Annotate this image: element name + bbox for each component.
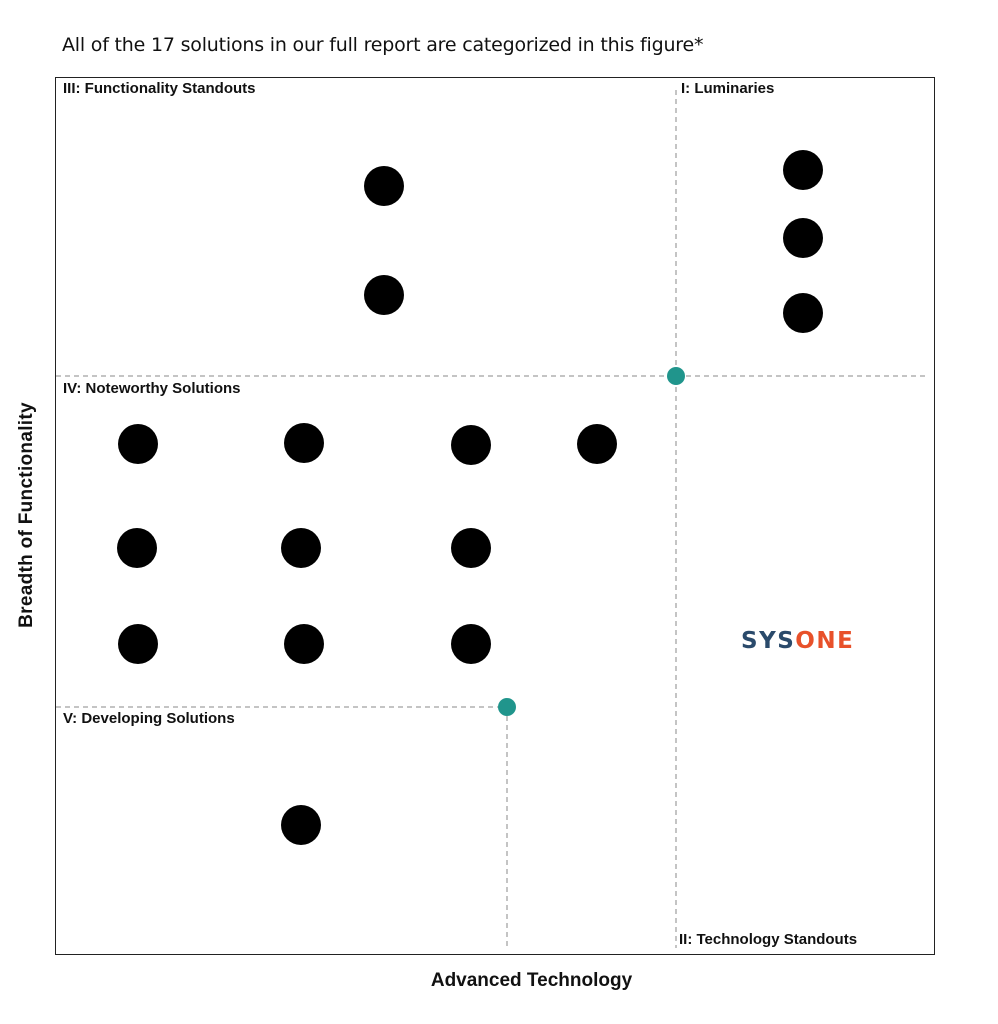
figure-caption: All of the 17 solutions in our full repo… [62,34,704,56]
solution-point-7 [284,423,324,463]
x-axis-label: Advanced Technology [430,970,633,991]
solution-point-13 [118,624,158,664]
solution-point-1 [364,166,404,206]
solution-point-14 [284,624,324,664]
sysone-logo: SYSONE [741,628,854,654]
solution-point-16 [281,805,321,845]
solution-point-15 [451,624,491,664]
logo-text-one: ONE [795,628,855,654]
y-axis-label: Breadth of Functionality [16,402,37,628]
solution-point-8 [451,425,491,465]
quadrant-label-noteworthy-solutions: IV: Noteworthy Solutions [63,380,241,397]
threshold-marker-1 [667,367,685,385]
solution-point-9 [577,424,617,464]
solution-point-12 [451,528,491,568]
solution-point-10 [117,528,157,568]
solution-point-11 [281,528,321,568]
solution-point-2 [364,275,404,315]
quadrant-chart [56,90,928,948]
solution-point-5 [783,293,823,333]
threshold-marker-2 [498,698,516,716]
quadrant-label-technology-standouts: II: Technology Standouts [679,931,858,948]
solution-point-6 [118,424,158,464]
quadrant-label-luminaries: I: Luminaries [681,80,775,97]
quadrant-label-functionality-standouts: III: Functionality Standouts [63,80,256,97]
solution-point-3 [783,150,823,190]
logo-text-sys: SYS [741,628,796,654]
solution-point-4 [783,218,823,258]
quadrant-plot-area [55,77,935,955]
quadrant-label-developing-solutions: V: Developing Solutions [63,710,235,727]
